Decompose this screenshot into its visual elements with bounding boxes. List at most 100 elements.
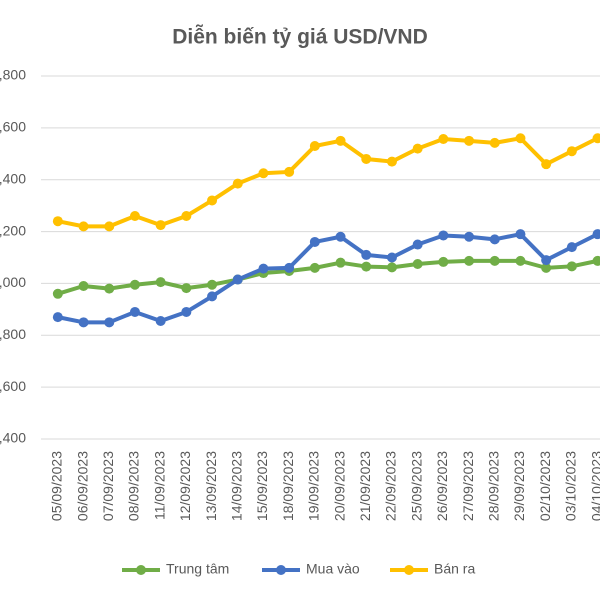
- point: [438, 230, 449, 241]
- x-tick-label: 28/09/2023: [485, 451, 501, 521]
- x-tick-label: 07/09/2023: [100, 451, 116, 521]
- x-tick-label: 21/09/2023: [357, 451, 373, 521]
- point: [181, 211, 192, 222]
- point: [489, 255, 500, 266]
- point: [489, 137, 500, 148]
- y-tick-label: 24,200: [0, 222, 26, 238]
- point: [309, 141, 320, 152]
- point: [592, 229, 600, 240]
- point: [155, 316, 166, 327]
- point: [361, 261, 372, 272]
- x-tick-label: 22/09/2023: [383, 451, 399, 521]
- x-tick-label: 05/09/2023: [49, 451, 65, 521]
- point: [464, 255, 475, 266]
- y-tick-label: 23,600: [0, 378, 26, 394]
- point: [386, 252, 397, 263]
- point: [464, 231, 475, 242]
- point: [566, 261, 577, 272]
- point: [52, 216, 63, 227]
- point: [515, 133, 526, 144]
- point: [104, 283, 115, 294]
- point: [335, 231, 346, 242]
- point: [155, 220, 166, 231]
- point: [207, 195, 218, 206]
- legend-marker: [404, 565, 414, 575]
- point: [181, 283, 192, 294]
- y-tick-label: 24,400: [0, 170, 26, 186]
- point: [129, 306, 140, 317]
- point: [361, 249, 372, 260]
- point: [592, 255, 600, 266]
- y-tick-label: 23,800: [0, 326, 26, 342]
- x-tick-label: 03/10/2023: [563, 451, 579, 521]
- series-line: [57, 136, 599, 229]
- point: [541, 159, 552, 170]
- point: [489, 234, 500, 245]
- point: [412, 239, 423, 250]
- point: [258, 168, 269, 179]
- point: [412, 143, 423, 154]
- point: [232, 178, 243, 189]
- point: [78, 221, 89, 232]
- point: [541, 262, 552, 273]
- point: [515, 255, 526, 266]
- point: [232, 274, 243, 285]
- legend-marker: [136, 565, 146, 575]
- point: [284, 262, 295, 273]
- point: [566, 242, 577, 253]
- x-tick-label: 12/09/2023: [177, 451, 193, 521]
- point: [104, 317, 115, 328]
- x-tick-label: 19/09/2023: [306, 451, 322, 521]
- y-tick-label: 23,400: [0, 430, 26, 446]
- x-tick-label: 15/09/2023: [254, 451, 270, 521]
- x-tick-label: 18/09/2023: [280, 451, 296, 521]
- point: [78, 281, 89, 292]
- x-tick-label: 26/09/2023: [434, 451, 450, 521]
- series-line: [57, 232, 599, 325]
- x-tick-label: 06/09/2023: [74, 451, 90, 521]
- point: [515, 229, 526, 240]
- x-tick-label: 25/09/2023: [408, 451, 424, 521]
- point: [181, 306, 192, 317]
- point: [207, 291, 218, 302]
- legend-label: Bán ra: [434, 561, 475, 577]
- point: [386, 156, 397, 167]
- point: [78, 317, 89, 328]
- point: [335, 257, 346, 268]
- point: [592, 133, 600, 144]
- point: [335, 135, 346, 146]
- point: [566, 146, 577, 157]
- x-tick-label: 11/09/2023: [151, 451, 167, 520]
- point: [541, 255, 552, 266]
- point: [284, 166, 295, 177]
- point: [104, 221, 115, 232]
- point: [129, 279, 140, 290]
- point: [129, 211, 140, 222]
- chart-title: Diễn biến tỷ giá USD/VND: [172, 25, 428, 49]
- point: [438, 134, 449, 145]
- point: [309, 262, 320, 273]
- legend-marker: [276, 565, 286, 575]
- point: [361, 153, 372, 164]
- x-tick-label: 20/09/2023: [331, 451, 347, 521]
- x-tick-label: 27/09/2023: [460, 451, 476, 521]
- x-tick-label: 04/10/2023: [588, 451, 600, 521]
- legend-label: Mua vào: [306, 561, 360, 577]
- y-tick-label: 24,800: [0, 67, 26, 83]
- point: [207, 279, 218, 290]
- point: [52, 312, 63, 323]
- y-tick-label: 24,000: [0, 274, 26, 290]
- x-tick-label: 29/09/2023: [511, 451, 527, 521]
- x-tick-label: 02/10/2023: [537, 451, 553, 521]
- point: [438, 256, 449, 267]
- point: [464, 135, 475, 146]
- point: [258, 263, 269, 274]
- x-tick-label: 14/09/2023: [228, 451, 244, 521]
- legend-label: Trung tâm: [166, 561, 229, 577]
- point: [309, 236, 320, 247]
- point: [412, 258, 423, 269]
- point: [52, 288, 63, 299]
- x-tick-label: 13/09/2023: [203, 451, 219, 521]
